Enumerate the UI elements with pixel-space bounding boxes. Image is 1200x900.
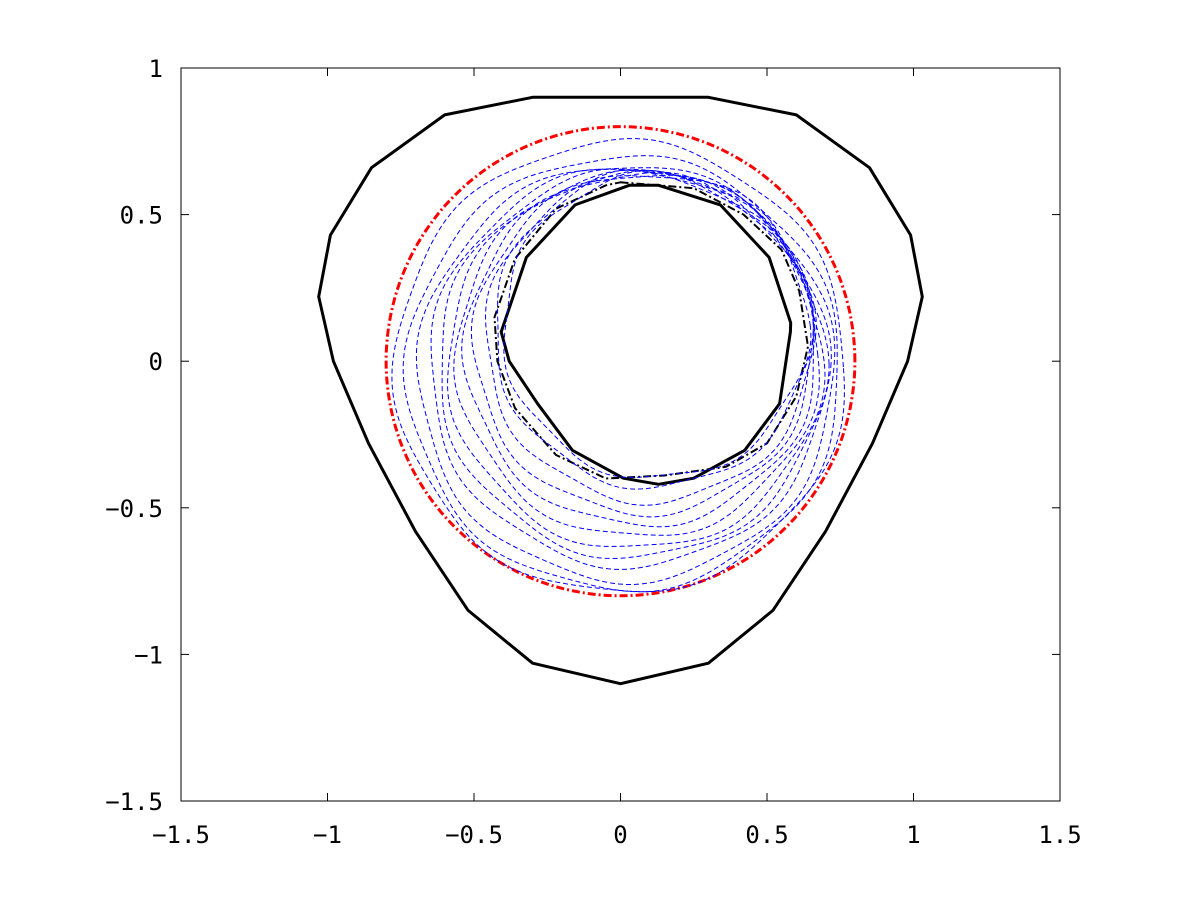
x-tick-label: 1.5 bbox=[1038, 821, 1081, 849]
y-tick-label: −1.5 bbox=[105, 788, 163, 816]
series-curve-10 bbox=[453, 169, 820, 536]
x-tick-label: −1 bbox=[313, 821, 342, 849]
series-curve-12 bbox=[470, 174, 815, 518]
series-curve-15 bbox=[503, 170, 812, 478]
series-curve-4 bbox=[391, 138, 845, 593]
y-tick-label: 0.5 bbox=[120, 202, 163, 230]
tick-labels-layer: −1.5 −1 −0.5 0 0.5 1 1.5 1 0.5 0 −0.5 −1 −1.5 bbox=[105, 55, 1081, 849]
y-tick-label: −1 bbox=[134, 641, 163, 669]
series-curve-1 bbox=[499, 183, 793, 486]
series-curve-9 bbox=[447, 169, 826, 547]
x-tick-label: 0 bbox=[613, 821, 627, 849]
y-tick-label: 1 bbox=[149, 55, 163, 83]
series-curve-11 bbox=[461, 171, 814, 528]
ticks-layer bbox=[180, 67, 1061, 802]
series-curve-0 bbox=[317, 95, 924, 686]
series-curve-2 bbox=[493, 181, 809, 480]
series-curve-14 bbox=[497, 169, 815, 490]
x-tick-label: −0.5 bbox=[445, 821, 503, 849]
x-tick-label: 0.5 bbox=[745, 821, 788, 849]
series-curve-6 bbox=[415, 167, 836, 585]
x-tick-label: 1 bbox=[906, 821, 920, 849]
y-tick-label: −0.5 bbox=[105, 495, 163, 523]
x-tick-label: −1.5 bbox=[152, 821, 210, 849]
series-curve-13 bbox=[485, 175, 817, 506]
series-curve-5 bbox=[402, 155, 838, 593]
curves-layer bbox=[317, 95, 924, 686]
series-curve-3 bbox=[384, 125, 857, 598]
y-tick-label: 0 bbox=[149, 348, 163, 376]
